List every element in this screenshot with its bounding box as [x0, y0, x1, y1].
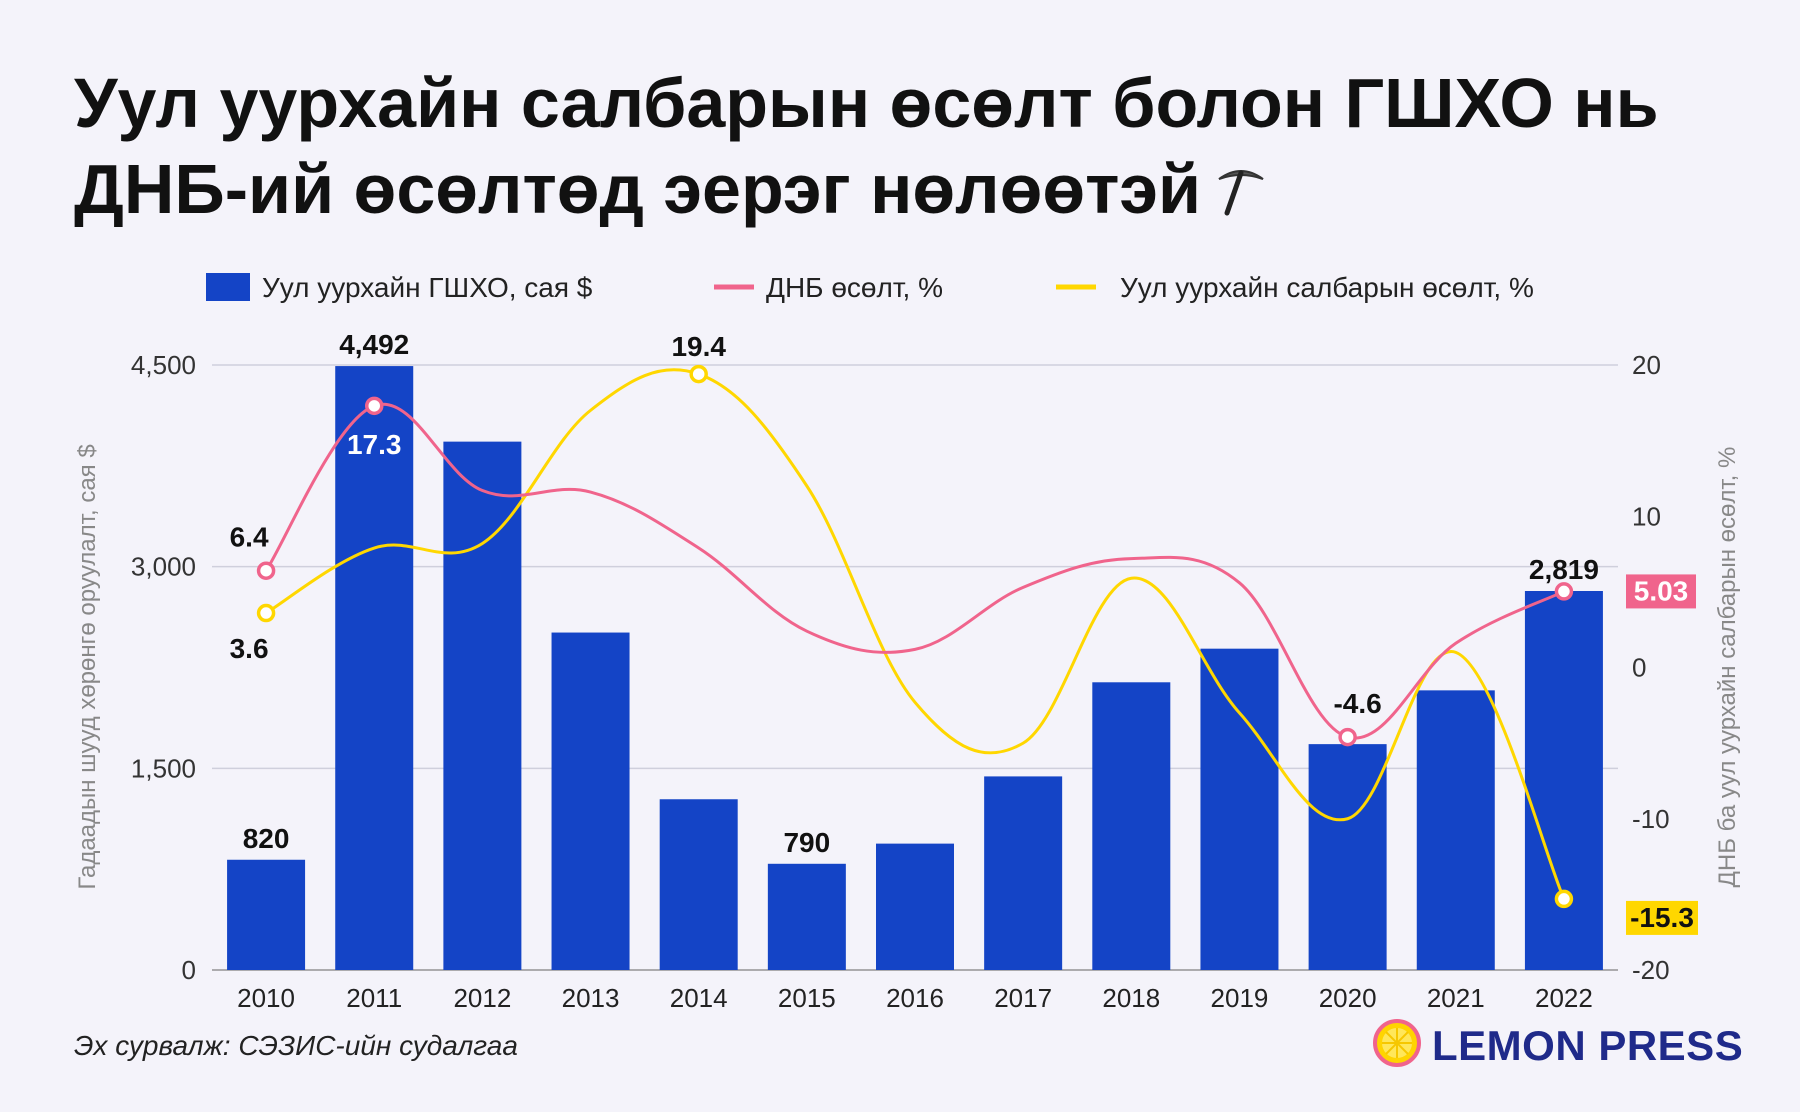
gdp-value-label: 6.4 [230, 522, 269, 553]
x-tick-label: 2014 [670, 983, 728, 1013]
brand-logo: LEMON PRESS [1372, 1018, 1743, 1073]
y-right-tick-label: 20 [1632, 350, 1661, 380]
bar-2012 [443, 441, 522, 971]
bar-2015 [767, 863, 846, 970]
mining-growth-line [265, 368, 1566, 900]
mining-point-marker [256, 603, 276, 623]
mining-end-badge [1626, 900, 1698, 935]
bar-value-label: 790 [783, 827, 830, 858]
y-left-tick-label: 3,000 [131, 552, 196, 582]
mining-end-label: -15.3 [1630, 902, 1694, 933]
x-tick-label: 2022 [1535, 983, 1593, 1013]
y-left-axis-title: Гадаадын шууд хөрөнгө оруулалт, сая $ [74, 444, 101, 889]
y-right-axis-title: ДНБ ба уул уурхайн салбарын өсөлт, % [1714, 447, 1741, 888]
brand-name: LEMON PRESS [1432, 1021, 1744, 1069]
title-line-1: Уул уурхайн салбарын өсөлт болон ГШХО нь [74, 64, 1659, 142]
gdp-point-marker [1554, 582, 1574, 601]
y-right-tick-label: 0 [1632, 653, 1646, 683]
gdp-point-marker [256, 561, 276, 580]
bar-value-label: 820 [243, 823, 290, 854]
y-right-tick-label: 10 [1632, 501, 1661, 531]
x-tick-label: 2013 [562, 983, 620, 1013]
bar-2016 [876, 843, 954, 970]
x-tick-label: 2011 [346, 983, 402, 1013]
bar-2013 [551, 632, 630, 970]
bar-2020 [1308, 744, 1387, 970]
bar-2018 [1092, 682, 1171, 970]
bar-value-label: 4,492 [339, 329, 409, 360]
gdp-end-label: 5.03 [1634, 575, 1689, 606]
bar-value-label: 2,819 [1529, 554, 1599, 585]
gdp-point-marker [1338, 727, 1357, 747]
bar-2017 [984, 776, 1063, 970]
y-right-tick-label: -20 [1632, 955, 1670, 985]
y-left-tick-label: 1,500 [131, 753, 196, 783]
chart-title: Уул уурхайн салбарын өсөлт болон ГШХО нь… [74, 60, 1754, 238]
y-left-tick-label: 0 [182, 955, 196, 985]
mining-point-marker [689, 364, 708, 384]
legend-label: Уул уурхайн ГШХО, сая $ [262, 272, 593, 303]
x-tick-label: 2012 [453, 983, 511, 1013]
pickaxe-icon [1211, 152, 1269, 238]
mining-value-label: 19.4 [671, 331, 726, 362]
gdp-end-badge [1626, 574, 1696, 609]
bar-2021 [1416, 690, 1495, 970]
gdp-point-marker [364, 396, 384, 416]
mining-value-label: 3.6 [230, 633, 269, 664]
bar-2014 [659, 799, 738, 970]
bar-2022 [1524, 591, 1603, 970]
y-right-tick-label: -10 [1632, 804, 1670, 834]
gdp-value-label: -4.6 [1333, 688, 1381, 719]
x-tick-label: 2017 [994, 983, 1052, 1013]
bar-2019 [1200, 648, 1279, 970]
gdp-value-label: 17.3 [347, 429, 402, 460]
source-note: Эх сурвалж: СЭЗИС-ийн судалгаа [74, 1030, 518, 1061]
bar-2010 [227, 859, 306, 970]
x-tick-label: 2019 [1211, 983, 1269, 1013]
x-tick-label: 2020 [1319, 983, 1377, 1013]
x-tick-label: 2021 [1427, 983, 1485, 1013]
mining-point-marker [1554, 889, 1574, 909]
y-left-tick-label: 4,500 [131, 350, 196, 380]
x-tick-label: 2018 [1102, 983, 1160, 1013]
lemon-slice-icon [1372, 1018, 1422, 1073]
title-line-2: ДНБ-ий өсөлтөд эерэг нөлөөтэй [74, 150, 1202, 228]
bar-2011 [335, 366, 414, 970]
legend-label: ДНБ өсөлт, % [766, 272, 943, 303]
x-tick-label: 2010 [237, 983, 295, 1013]
x-tick-label: 2016 [886, 983, 944, 1013]
x-tick-label: 2015 [778, 983, 836, 1013]
legend-swatch [206, 273, 250, 301]
legend-label: Уул уурхайн салбарын өсөлт, % [1120, 272, 1534, 303]
